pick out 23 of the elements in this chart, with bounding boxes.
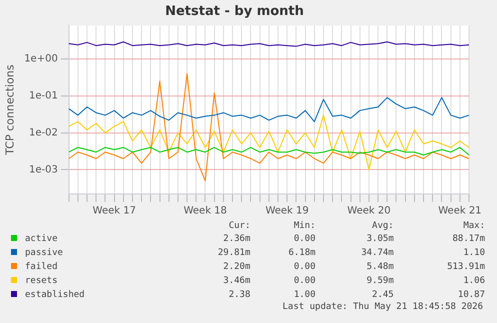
text: Last update: Thu May 21 18:45:58 2026 xyxy=(282,302,483,312)
legend-label: failed xyxy=(24,261,59,274)
x-tick-label: Week 18 xyxy=(184,206,227,217)
text: 3.46m 0.00 9.59m 1.06 xyxy=(223,276,485,286)
x-tick-label: Week 17 xyxy=(92,206,136,217)
text: 2.36m 0.00 3.05m 88.17m xyxy=(223,234,485,244)
y-tick-label: 1e+00 xyxy=(24,54,58,65)
text: 2.38 1.00 2.45 10.87 xyxy=(228,290,485,300)
y-axis-title: TCP connections xyxy=(3,64,16,156)
legend-label: established xyxy=(24,289,86,302)
text: 2.20m 0.00 5.48m 513.91m xyxy=(223,262,485,272)
x-tick-label: Week 19 xyxy=(265,206,309,217)
legend-label: passive xyxy=(24,247,64,260)
text: 29.81m 6.18m 34.74m 1.10 xyxy=(218,248,485,258)
y-tick-label: 1e-01 xyxy=(28,90,58,102)
legend-label: active xyxy=(24,233,59,246)
y-tick-label: 1e-02 xyxy=(28,127,58,138)
x-tick-label: Week 21 xyxy=(438,206,482,217)
legend-label: resets xyxy=(24,275,59,288)
text: Cur: Min: Avg: Max: xyxy=(228,221,485,231)
y-tick-label: 1e-03 xyxy=(28,164,58,176)
chart-title: Netstat - by month xyxy=(165,4,304,20)
x-tick-label: Week 20 xyxy=(347,206,391,217)
